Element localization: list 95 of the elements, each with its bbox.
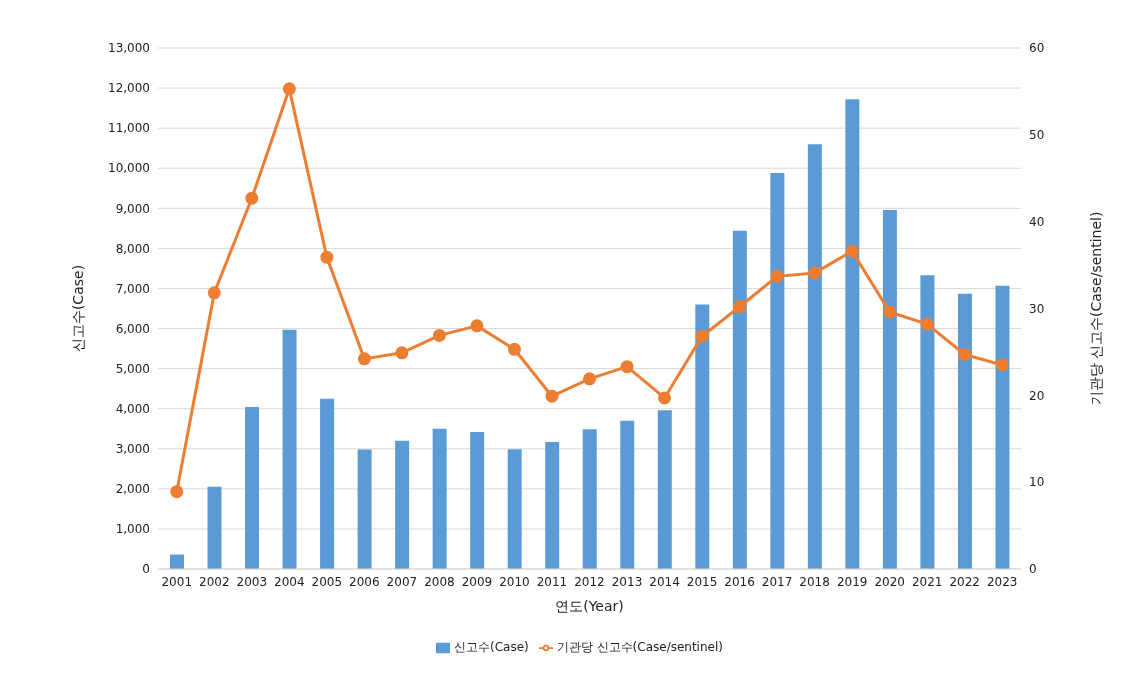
x-tick-label: 2007 (386, 574, 418, 589)
point (507, 342, 521, 356)
bar (470, 431, 485, 569)
bar (320, 398, 335, 569)
x-tick-label: 2010 (499, 574, 530, 589)
y-tick-label: 5,000 (115, 361, 150, 376)
point (845, 244, 859, 258)
x-tick-label: 2008 (424, 574, 455, 589)
x-tick-label: 2019 (836, 574, 868, 589)
point (995, 358, 1009, 372)
y-tick-label: 12,000 (108, 81, 150, 96)
bar (432, 428, 447, 569)
bar (245, 407, 260, 569)
y2-axis-title: 기관당 신고수(Case/sentinel) (1087, 211, 1104, 406)
bar (732, 230, 747, 569)
x-tick-label: 2013 (611, 574, 643, 589)
y-tick-label: 13,000 (108, 41, 150, 56)
point (395, 346, 409, 360)
bar (545, 441, 560, 569)
x-tick-label: 2004 (274, 574, 305, 589)
bar (695, 304, 710, 569)
x-tick-label: 2022 (949, 574, 980, 589)
point (357, 352, 371, 366)
y-axis-title: 신고수(Case) (69, 264, 86, 353)
y2-tick-label: 60 (1029, 41, 1045, 56)
x-tick-label: 2014 (649, 574, 680, 589)
point (320, 250, 334, 264)
bar (282, 329, 297, 569)
x-tick-label: 2001 (161, 574, 193, 589)
y-tick-label: 4,000 (115, 401, 150, 416)
x-tick-label: 2015 (686, 574, 718, 589)
point (620, 360, 634, 374)
bar (882, 209, 897, 569)
y-tick-label: 6,000 (115, 321, 150, 336)
x-axis-title: 연도(Year) (555, 598, 624, 614)
point (432, 328, 446, 342)
x-tick-label: 2005 (311, 574, 343, 589)
point (733, 300, 747, 314)
bar (920, 275, 935, 569)
x-tick-label: 2021 (911, 574, 943, 589)
point (207, 286, 221, 300)
y-tick-label: 1,000 (115, 522, 150, 537)
point (695, 329, 709, 343)
x-tick-label: 2016 (724, 574, 755, 589)
bar (395, 440, 410, 569)
y2-tick-label: 30 (1029, 301, 1045, 316)
y2-tick-label: 20 (1029, 388, 1045, 403)
bar (170, 554, 184, 569)
x-tick-label: 2017 (761, 574, 793, 589)
x-tick-label: 2009 (461, 574, 493, 589)
point (958, 348, 972, 362)
x-tick-label: 2002 (199, 574, 230, 589)
y-tick-label: 11,000 (108, 121, 150, 136)
bar (995, 285, 1010, 569)
point (583, 372, 596, 386)
bar (845, 99, 860, 569)
x-tick-label: 2018 (799, 574, 830, 589)
point (883, 305, 897, 319)
point (658, 391, 672, 405)
y2-tick-label: 0 (1029, 562, 1037, 577)
x-tick-label: 2023 (986, 574, 1018, 589)
y-tick-label: 8,000 (115, 241, 150, 256)
y-tick-label: 2,000 (115, 482, 150, 497)
bar (807, 144, 822, 569)
x-tick-label: 2011 (536, 574, 568, 589)
x-tick-label: 2020 (874, 574, 905, 589)
y-tick-label: 0 (142, 562, 150, 577)
x-tick-label: 2003 (236, 574, 268, 589)
bar (770, 173, 785, 569)
point (920, 317, 934, 331)
y2-tick-label: 10 (1029, 475, 1045, 490)
bar (620, 420, 635, 569)
legend-label: 기관당 신고수(Case/sentinel) (556, 640, 723, 654)
y-tick-label: 9,000 (115, 201, 150, 216)
bar (957, 293, 972, 569)
legend-label: 신고수(Case) (454, 640, 529, 654)
point (282, 82, 296, 96)
y-tick-label: 10,000 (108, 161, 150, 176)
point (545, 389, 559, 403)
point (245, 191, 259, 205)
y2-tick-label: 50 (1029, 128, 1045, 143)
y-tick-label: 3,000 (115, 442, 150, 457)
bar (582, 429, 597, 569)
y2-tick-label: 40 (1029, 214, 1045, 229)
point (770, 269, 784, 283)
bar (507, 449, 522, 569)
point (170, 485, 184, 499)
point (470, 319, 484, 333)
x-tick-label: 2006 (349, 574, 380, 589)
bar (207, 486, 222, 569)
bar (357, 449, 372, 569)
bar (657, 410, 672, 569)
y-tick-label: 7,000 (115, 281, 150, 296)
x-tick-label: 2012 (574, 574, 605, 589)
point (808, 266, 822, 280)
